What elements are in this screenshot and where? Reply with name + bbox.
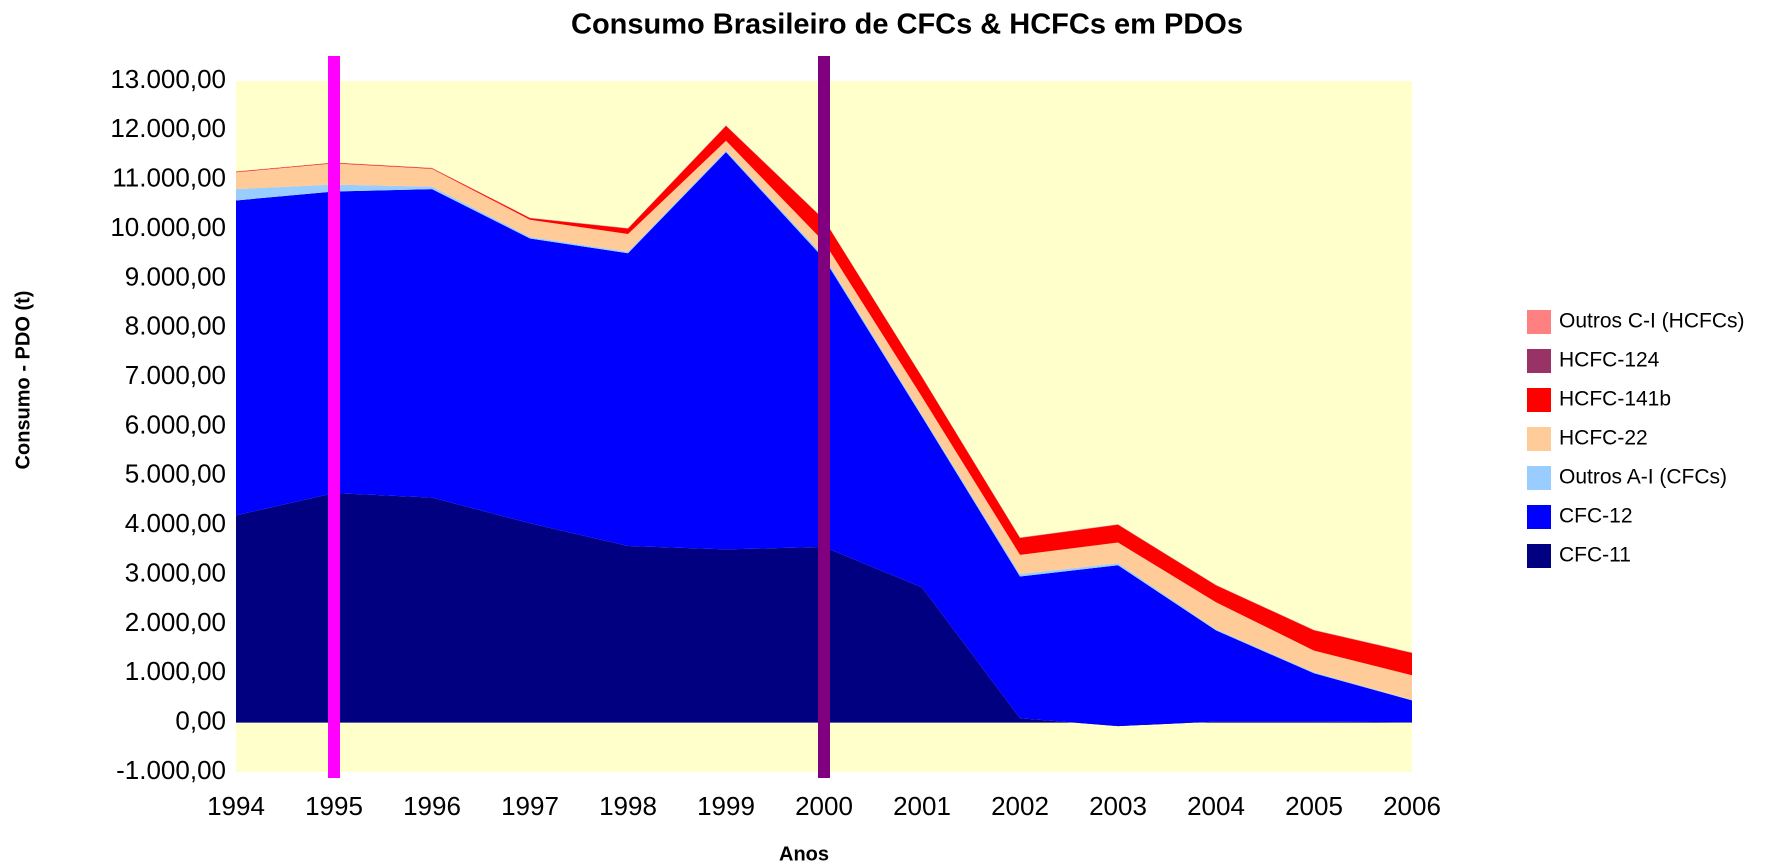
x-tick-label: 2000 xyxy=(795,791,853,821)
y-tick-label: 0,00 xyxy=(175,706,226,736)
y-tick-label: 5.000,00 xyxy=(125,459,226,489)
x-tick-label: 1996 xyxy=(403,791,461,821)
y-tick-label: 9.000,00 xyxy=(125,261,226,291)
y-tick-label: 10.000,00 xyxy=(110,212,226,242)
y-axis-title: Consumo - PDO (t) xyxy=(12,291,34,470)
area xyxy=(236,125,1412,676)
y-tick-label: 6.000,00 xyxy=(125,409,226,439)
y-tick-label: 12.000,00 xyxy=(110,113,226,143)
legend-swatch xyxy=(1527,310,1551,334)
y-tick-label: 11.000,00 xyxy=(112,163,226,193)
x-tick-label: 2006 xyxy=(1383,791,1441,821)
legend-label: Outros A-I (CFCs) xyxy=(1559,466,1727,489)
x-tick-label: 2004 xyxy=(1187,791,1245,821)
legend-label: HCFC-22 xyxy=(1559,427,1648,450)
x-tick-label: 1999 xyxy=(697,791,755,821)
legend-swatch xyxy=(1527,349,1551,373)
x-tick-label: 1998 xyxy=(599,791,657,821)
legend-label: HCFC-124 xyxy=(1559,349,1660,372)
legend-swatch xyxy=(1527,505,1551,529)
y-tick-label: -1.000,00 xyxy=(116,755,226,785)
legend-swatch xyxy=(1527,466,1551,490)
legend-label: CFC-12 xyxy=(1559,505,1633,528)
x-tick-label: 2001 xyxy=(893,791,951,821)
legend-label: CFC-11 xyxy=(1559,544,1631,567)
y-tick-label: 13.000,00 xyxy=(110,64,226,94)
y-tick-label: 2.000,00 xyxy=(125,607,226,637)
legend-swatch xyxy=(1527,544,1551,568)
legend-label: HCFC-141b xyxy=(1559,388,1671,411)
y-tick-label: 1.000,00 xyxy=(125,656,226,686)
x-tick-label: 2005 xyxy=(1285,791,1343,821)
x-tick-label: 1994 xyxy=(207,791,265,821)
y-tick-label: 4.000,00 xyxy=(125,508,226,538)
x-tick-label: 1995 xyxy=(305,791,363,821)
chart-title: Consumo Brasileiro de CFCs & HCFCs em PD… xyxy=(571,9,1243,41)
legend-swatch xyxy=(1527,388,1551,412)
legend-swatch xyxy=(1527,427,1551,451)
x-tick-label: 1997 xyxy=(501,791,559,821)
x-axis-title: Anos xyxy=(779,843,829,865)
y-tick-label: 7.000,00 xyxy=(125,360,226,390)
x-tick-label: 2003 xyxy=(1089,791,1147,821)
area xyxy=(236,140,1412,700)
y-tick-label: 3.000,00 xyxy=(125,557,226,587)
x-tick-label: 2002 xyxy=(991,791,1049,821)
legend-label: Outros C-I (HCFCs) xyxy=(1559,310,1745,333)
y-tick-label: 8.000,00 xyxy=(125,311,226,341)
